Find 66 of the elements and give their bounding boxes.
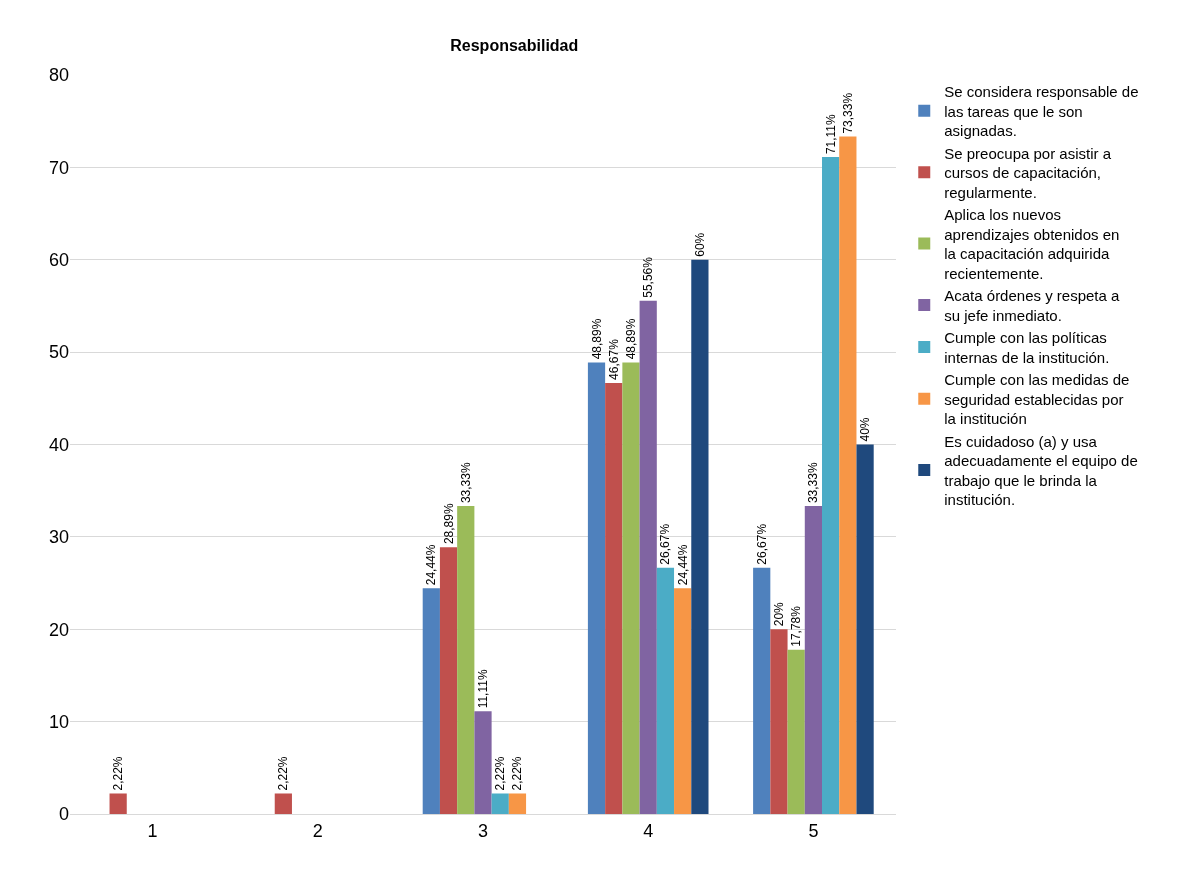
data-label: 46,67%	[606, 338, 621, 380]
data-label: 48,89%	[589, 318, 604, 360]
bar	[605, 382, 623, 814]
legend-label: Se considera responsable de las tareas que le son asignadas.	[944, 83, 1139, 140]
x-tick-label: 1	[147, 820, 158, 841]
x-tick-label: 2	[312, 820, 323, 841]
bar	[770, 629, 788, 814]
bar	[587, 362, 606, 814]
data-label: 33,33%	[806, 462, 821, 504]
y-tick-label: 20	[48, 619, 69, 640]
data-label: 26,67%	[658, 523, 673, 565]
data-label: 2,22%	[510, 756, 525, 791]
bar	[109, 793, 127, 814]
bar	[787, 649, 805, 814]
bar	[622, 362, 640, 814]
bar	[508, 793, 527, 814]
x-tick-label: 4	[643, 820, 654, 841]
bar	[639, 300, 657, 814]
data-label: 11,11%	[476, 669, 490, 709]
legend-label: Cumple con las políticas internas de la institución.	[944, 329, 1110, 366]
bar	[656, 567, 675, 814]
data-label: 26,67%	[754, 523, 769, 565]
data-label: 24,44%	[675, 544, 690, 586]
legend-label: Es cuidadoso (a) y usa adecuadamente el equipo de trabajo que le brinda la institución.	[944, 432, 1138, 509]
data-label: 60%	[692, 232, 707, 257]
data-label: 55,56%	[641, 256, 656, 298]
bar	[753, 567, 771, 814]
bar	[856, 444, 874, 814]
data-label: 73,33%	[840, 92, 855, 134]
y-tick-label: 80	[48, 65, 69, 86]
y-tick-label: 10	[48, 711, 69, 732]
bar	[674, 588, 692, 814]
legend-label: Acata órdenes y respeta a su jefe inmediato.	[944, 287, 1121, 324]
y-tick-label: 70	[48, 157, 69, 178]
y-tick-label: 0	[58, 804, 69, 825]
bar	[274, 793, 292, 814]
legend-label: Se preocupa por asistir a cursos de capacitación, regularmente.	[944, 144, 1112, 201]
legend-label: Cumple con las medidas de seguridad establecidas por la institución	[944, 371, 1130, 428]
x-tick-label: 3	[477, 820, 489, 841]
data-label: 28,89%	[441, 503, 456, 545]
y-tick-label: 60	[48, 250, 69, 271]
bar	[457, 506, 475, 814]
data-label: 40%	[858, 417, 873, 442]
bar	[422, 588, 440, 814]
x-tick-label: 5	[808, 820, 819, 841]
data-label: 17,78%	[789, 605, 804, 647]
chart-title: Responsabilidad	[450, 36, 579, 54]
bar	[822, 157, 840, 814]
y-tick-label: 40	[48, 434, 69, 455]
bar	[691, 259, 709, 814]
bar	[474, 711, 492, 814]
data-label: 33,33%	[458, 462, 473, 504]
y-tick-label: 30	[48, 527, 69, 548]
bar	[804, 506, 823, 814]
data-label: 2,22%	[493, 756, 508, 791]
data-label: 24,44%	[424, 544, 439, 586]
data-label: 2,22%	[276, 756, 291, 791]
bar	[839, 136, 857, 814]
data-label: 71,11%	[823, 113, 838, 155]
data-label: 48,89%	[623, 318, 638, 360]
legend-label: Aplica los nuevos aprendizajes obtenidos en la capacitación adquirida recientemente.	[944, 206, 1120, 282]
data-label: 2,22%	[111, 756, 126, 791]
bar	[491, 793, 509, 814]
y-tick-label: 50	[48, 342, 69, 363]
data-label: 20%	[771, 601, 786, 627]
bar	[439, 547, 458, 814]
